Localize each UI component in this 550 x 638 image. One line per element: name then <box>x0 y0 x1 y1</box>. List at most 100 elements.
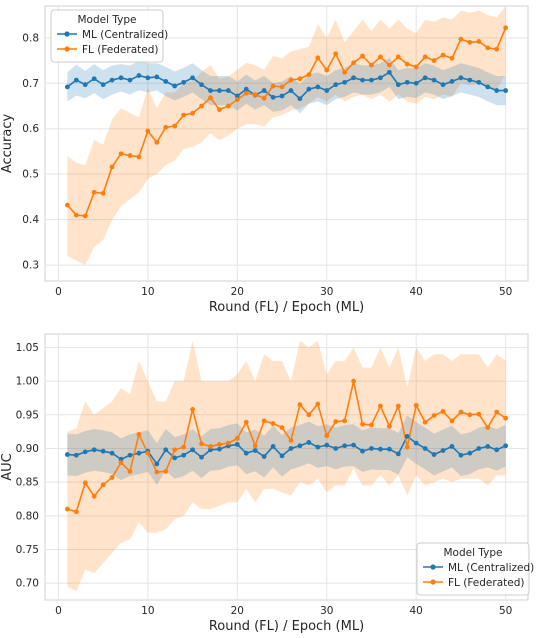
auc-fl-point <box>252 443 258 449</box>
auc-fl-point <box>324 433 330 439</box>
auc-fl-point <box>413 402 419 408</box>
accuracy-fl-point <box>342 69 348 75</box>
accuracy-ml-point <box>73 77 79 83</box>
accuracy-ml-point <box>422 75 428 81</box>
auc-ml-point <box>91 447 97 453</box>
auc-legend-fl-label: FL (Federated) <box>448 577 524 589</box>
accuracy-fl-point <box>422 54 428 60</box>
auc-ml-point <box>100 448 106 454</box>
auc-ml-point <box>494 447 500 453</box>
accuracy-y-tick-label: 0.3 <box>22 260 39 272</box>
auc-ml-point <box>261 454 267 459</box>
auc-fl-point <box>136 431 142 437</box>
auc-ml-point <box>279 453 285 459</box>
accuracy-ml-point <box>449 79 455 84</box>
auc-series-points <box>64 378 509 515</box>
auc-ml-point <box>449 444 455 449</box>
accuracy-ml-point <box>413 80 419 86</box>
auc-fl-point <box>208 444 213 449</box>
accuracy-fl-point <box>145 128 151 134</box>
accuracy-fl-point <box>449 55 455 61</box>
accuracy-y-tick-label: 0.8 <box>22 32 39 44</box>
accuracy-fl-point <box>413 64 419 70</box>
accuracy-ml-point <box>154 74 160 80</box>
auc-y-tick-label: 0.80 <box>16 510 39 522</box>
accuracy-ml-point <box>100 82 106 88</box>
auc-ml-point <box>440 448 446 453</box>
auc-ml-point <box>199 454 204 460</box>
auc-ml-point <box>422 446 428 451</box>
accuracy-x-tick-label: 30 <box>320 286 333 298</box>
auc-fl-point <box>118 460 124 466</box>
accuracy-ml-point <box>431 77 437 83</box>
auc-x-tick-labels: 0 10 20 30 40 50 <box>55 605 512 617</box>
accuracy-ml-point <box>351 75 356 81</box>
accuracy-ml-point <box>243 86 249 92</box>
auc-legend-title: Model Type <box>444 547 503 559</box>
auc-fl-point <box>181 444 187 450</box>
accuracy-ml-band <box>67 57 506 114</box>
accuracy-fl-point <box>234 97 240 103</box>
auc-fl-band <box>67 340 506 592</box>
auc-fl-point <box>109 475 115 480</box>
auc-ml-point <box>181 452 187 458</box>
accuracy-fl-point <box>190 110 195 116</box>
accuracy-x-tick-label: 50 <box>499 286 512 298</box>
auc-x-tick-label: 50 <box>499 605 512 617</box>
auc-ml-point <box>217 446 222 452</box>
auc-ml-point <box>315 444 321 450</box>
auc-legend-fl-marker <box>430 579 436 585</box>
auc-ml-point <box>208 447 213 453</box>
auc-fl-point <box>288 438 294 443</box>
accuracy-y-tick-label: 0.7 <box>22 78 39 90</box>
accuracy-fl-point <box>351 60 356 66</box>
accuracy-fl-point <box>440 52 446 58</box>
accuracy-ml-point <box>118 75 124 81</box>
accuracy-fl-point <box>395 54 401 60</box>
accuracy-ml-point <box>225 88 231 93</box>
auc-ml-point <box>369 446 374 451</box>
auc-fl-point <box>378 403 383 409</box>
accuracy-ml-point <box>217 88 222 93</box>
auc-ml-point <box>252 448 258 453</box>
accuracy-legend-fl-marker <box>64 46 70 52</box>
accuracy-ml-point <box>360 77 365 83</box>
auc-fl-point <box>458 409 464 415</box>
auc-fl-point <box>91 493 97 499</box>
auc-ml-point <box>109 450 115 456</box>
accuracy-fl-point <box>73 212 79 218</box>
auc-fl-point <box>225 440 231 446</box>
auc-fl-point <box>360 421 365 427</box>
accuracy-fl-point <box>199 103 204 109</box>
accuracy-ml-point <box>82 82 88 88</box>
auc-fl-point <box>351 378 356 384</box>
accuracy-fl-point <box>378 54 383 60</box>
accuracy-series-points <box>64 25 509 219</box>
accuracy-fl-point <box>503 25 509 31</box>
auc-ml-point <box>351 442 356 448</box>
auc-y-tick-label: 1.05 <box>16 342 39 354</box>
auc-ml-point <box>154 461 160 467</box>
auc-fl-point <box>467 412 473 418</box>
accuracy-confidence-bands <box>67 6 506 266</box>
auc-y-tick-label: 0.70 <box>16 578 39 590</box>
auc-ml-band <box>67 415 506 485</box>
accuracy-ml-point <box>458 75 464 81</box>
accuracy-ml-point <box>440 82 446 88</box>
accuracy-fl-point <box>467 39 473 45</box>
auc-fl-point <box>127 468 133 474</box>
accuracy-fl-point <box>109 164 115 170</box>
accuracy-fl-point <box>208 95 213 101</box>
auc-fl-point <box>82 480 88 486</box>
accuracy-fl-point <box>64 202 70 208</box>
accuracy-ml-point <box>181 79 187 85</box>
accuracy-fl-point <box>306 72 312 78</box>
auc-ml-point <box>118 456 124 462</box>
accuracy-y-tick-label: 0.6 <box>22 123 39 135</box>
auc-fl-point <box>485 425 491 431</box>
accuracy-legend-fl-label: FL (Federated) <box>82 44 158 56</box>
auc-x-tick-label: 30 <box>320 605 333 617</box>
auc-ml-point <box>431 452 437 457</box>
accuracy-legend-title: Model Type <box>78 14 137 26</box>
